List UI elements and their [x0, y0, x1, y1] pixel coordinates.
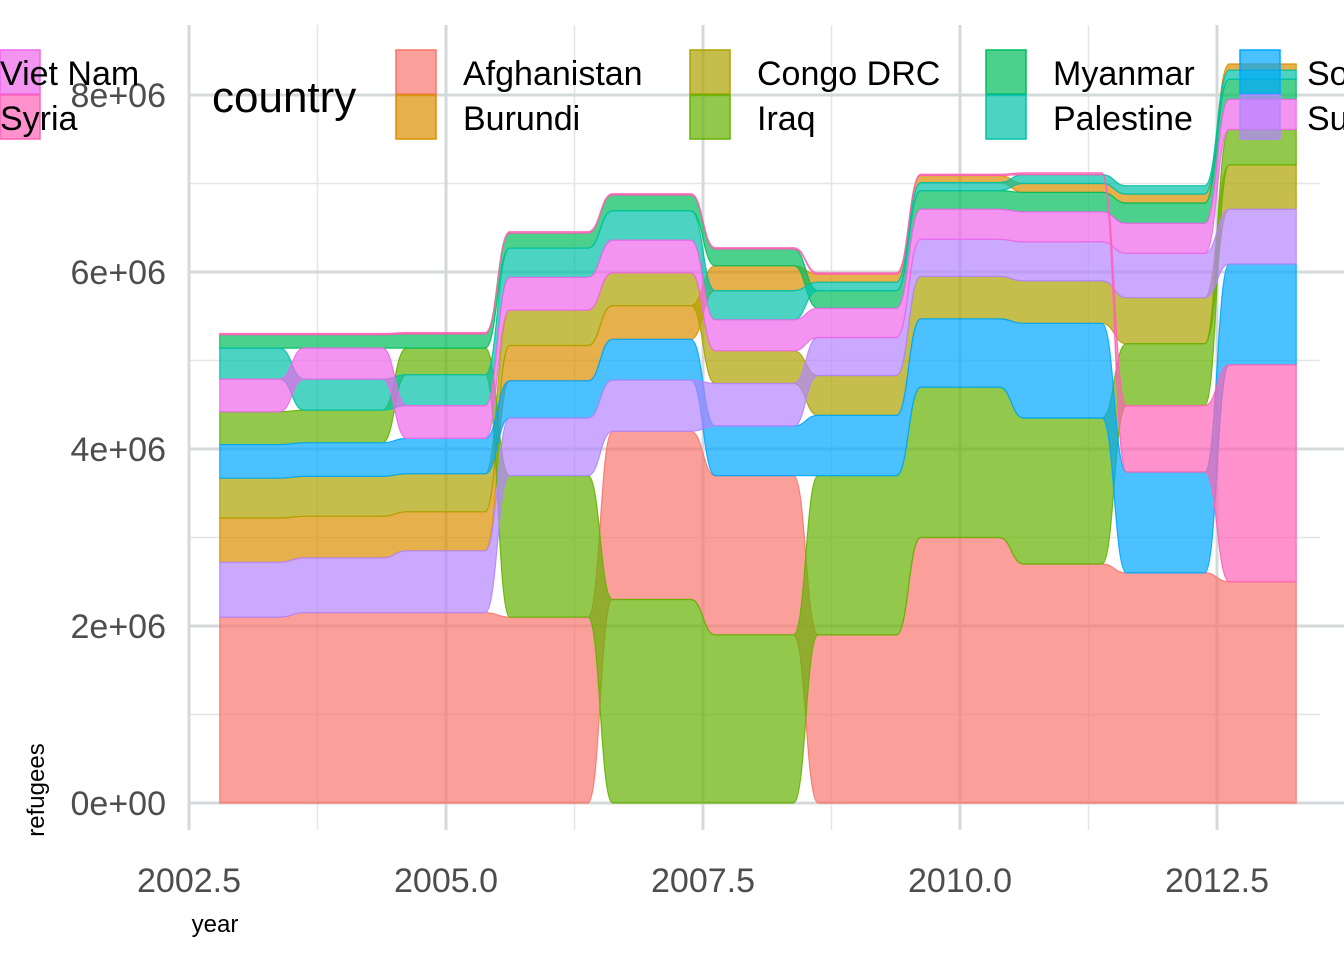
x-tick-label-3: 2010.0	[908, 862, 1012, 900]
y-axis-ticks: 0e+00 2e+06 4e+06 6e+06 8e+06	[71, 77, 167, 823]
legend-key-myanmar	[985, 49, 1027, 95]
stream-syria	[219, 172, 1297, 583]
legend-label-syria: Syria	[0, 100, 78, 138]
legend-key-viet-nam	[0, 49, 41, 95]
stream-sudan	[219, 208, 1297, 618]
x-tick-label-2: 2007.5	[651, 862, 755, 900]
legend-label-sudan: Sudan	[1307, 100, 1344, 138]
x-axis-title: year	[192, 911, 239, 938]
legend-key-iraq	[689, 94, 731, 140]
x-tick-label-0: 2002.5	[137, 862, 241, 900]
stream-iraq	[219, 128, 1297, 804]
y-axis-title: refugees	[23, 743, 50, 836]
streams	[219, 63, 1297, 804]
stream-viet-nam	[219, 98, 1297, 439]
legend-key-burundi	[395, 94, 437, 140]
legend-label-somalia: Somalia	[1307, 55, 1344, 93]
legend-label-afghanistan: Afghanistan	[463, 55, 643, 93]
legend-label-palestine: Palestine	[1053, 100, 1193, 138]
x-axis-ticks: 2002.5 2005.0 2007.5 2010.0 2012.5	[137, 862, 1269, 900]
legend-key-palestine	[985, 94, 1027, 140]
x-tick-label-4: 2012.5	[1165, 862, 1269, 900]
legend-key-somalia	[1239, 49, 1281, 95]
y-tick-label-0: 0e+00	[71, 785, 167, 823]
legend-label-viet-nam: Viet Nam	[0, 55, 139, 93]
legend-title: country	[212, 73, 356, 122]
y-tick-label-1: 2e+06	[71, 608, 167, 646]
legend: country Afghanistan Burundi Congo DRC Iraq M…	[0, 49, 1344, 140]
legend-key-sudan	[1239, 94, 1281, 140]
legend-key-syria	[0, 94, 41, 140]
y-tick-label-2: 4e+06	[71, 431, 167, 469]
y-tick-label-3: 6e+06	[71, 254, 167, 292]
y-tick-label-4: 8e+06	[71, 77, 167, 115]
legend-label-burundi: Burundi	[463, 100, 580, 138]
legend-label-myanmar: Myanmar	[1053, 55, 1195, 93]
legend-key-congo-drc	[689, 49, 731, 95]
legend-label-congo-drc: Congo DRC	[757, 55, 940, 93]
legend-label-iraq: Iraq	[757, 100, 816, 138]
legend-key-afghanistan	[395, 49, 437, 95]
x-tick-label-1: 2005.0	[394, 862, 498, 900]
